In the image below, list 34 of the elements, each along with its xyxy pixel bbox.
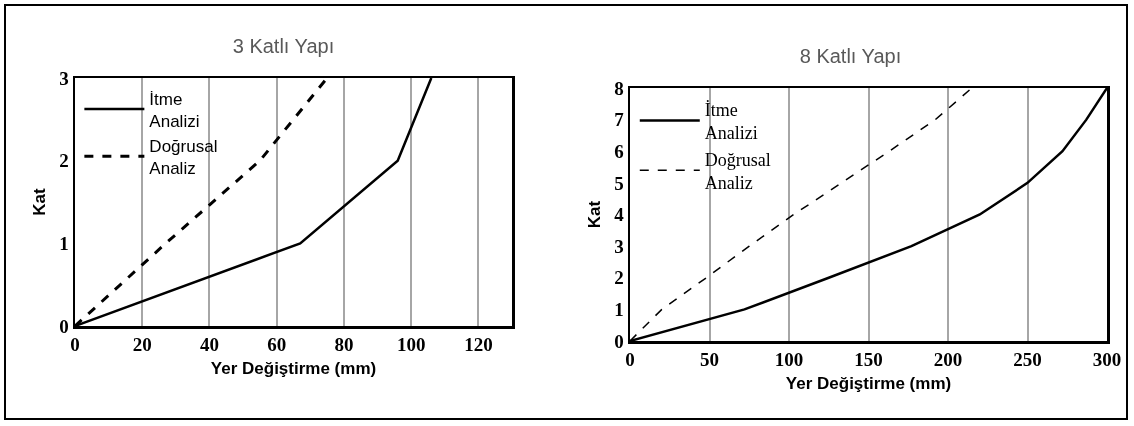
y-tick-label: 2	[59, 150, 69, 172]
x-tick-label: 250	[1013, 349, 1042, 371]
x-tick-label: 300	[1092, 349, 1122, 371]
y-tick-label: 0	[59, 315, 69, 337]
y-axis-title: Kat	[29, 187, 49, 216]
legend-label: Doğrusal Analiz	[704, 149, 771, 193]
y-tick-label: 6	[614, 140, 624, 162]
x-tick-label: 80	[334, 334, 354, 356]
x-tick-label: 100	[396, 334, 426, 356]
x-tick-label: 20	[132, 334, 152, 356]
chart-title: 3 Katlı Yapı	[232, 35, 335, 57]
x-tick-label: 50	[700, 349, 719, 371]
legend-label: İtme Analizi	[704, 99, 758, 144]
x-tick-label: 120	[464, 334, 493, 356]
legend-label: İtme Analizi	[149, 89, 200, 131]
x-tick-label: 40	[199, 334, 219, 356]
x-tick-label: 150	[854, 349, 883, 371]
y-tick-label: 3	[59, 67, 69, 89]
x-tick-label: 60	[267, 334, 287, 356]
y-tick-label: 1	[614, 299, 624, 321]
x-tick-label: 200	[933, 349, 963, 371]
chart-title: 8 Katlı Yapı	[799, 45, 902, 67]
y-tick-label: 2	[614, 267, 624, 289]
x-tick-label: 100	[774, 349, 804, 371]
y-tick-label: 5	[614, 172, 624, 194]
y-tick-label: 8	[614, 77, 624, 99]
x-axis-title: Yer Değiştirme (mm)	[210, 358, 377, 378]
y-tick-label: 3	[614, 235, 624, 257]
x-axis-title: Yer Değiştirme (mm)	[785, 373, 952, 393]
y-tick-label: 1	[59, 232, 69, 254]
y-axis-title: Kat	[584, 200, 604, 229]
y-tick-label: 7	[614, 109, 625, 131]
y-tick-label: 4	[614, 204, 625, 226]
legend-label: Doğrusal Analiz	[149, 136, 218, 178]
